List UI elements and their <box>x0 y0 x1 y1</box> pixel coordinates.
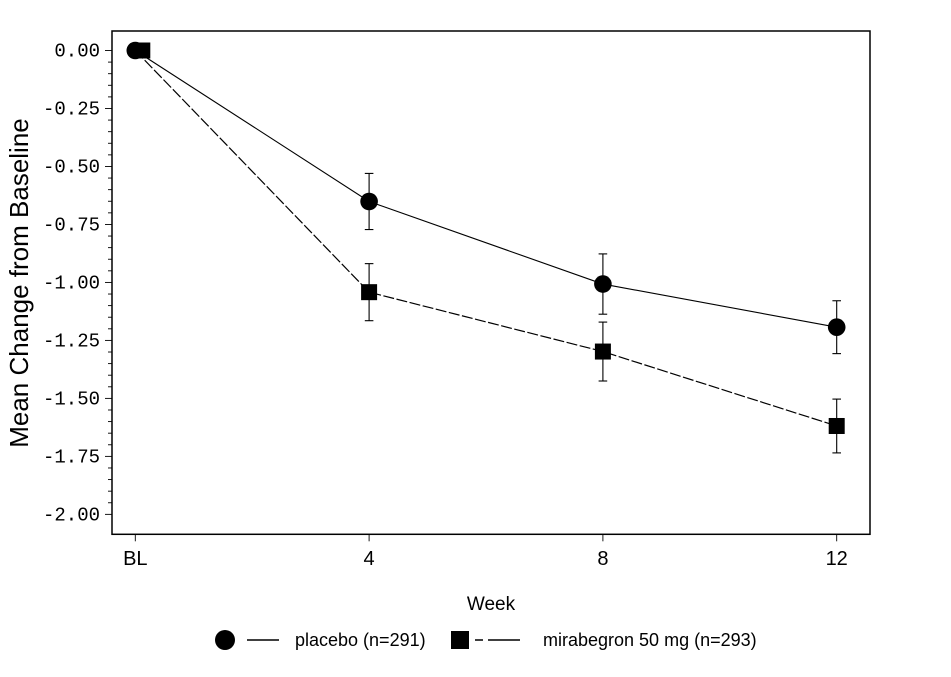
svg-text:4: 4 <box>364 548 375 570</box>
svg-text:Week: Week <box>467 594 516 615</box>
svg-text:-1.50: -1.50 <box>43 388 100 410</box>
svg-text:placebo (n=291): placebo (n=291) <box>295 630 426 650</box>
svg-text:mirabegron 50 mg (n=293): mirabegron 50 mg (n=293) <box>543 630 757 650</box>
svg-text:-1.00: -1.00 <box>43 272 100 294</box>
svg-text:-0.50: -0.50 <box>43 156 100 178</box>
svg-text:BL: BL <box>123 548 147 570</box>
svg-text:12: 12 <box>826 548 848 570</box>
svg-text:-1.25: -1.25 <box>43 330 100 352</box>
svg-text:8: 8 <box>597 548 608 570</box>
svg-text:0.00: 0.00 <box>54 41 100 63</box>
svg-text:-0.25: -0.25 <box>43 98 100 120</box>
svg-text:-1.75: -1.75 <box>43 446 100 468</box>
svg-text:-2.00: -2.00 <box>43 504 100 526</box>
svg-text:Mean Change from Baseline: Mean Change from Baseline <box>4 118 34 448</box>
svg-text:-0.75: -0.75 <box>43 214 100 236</box>
